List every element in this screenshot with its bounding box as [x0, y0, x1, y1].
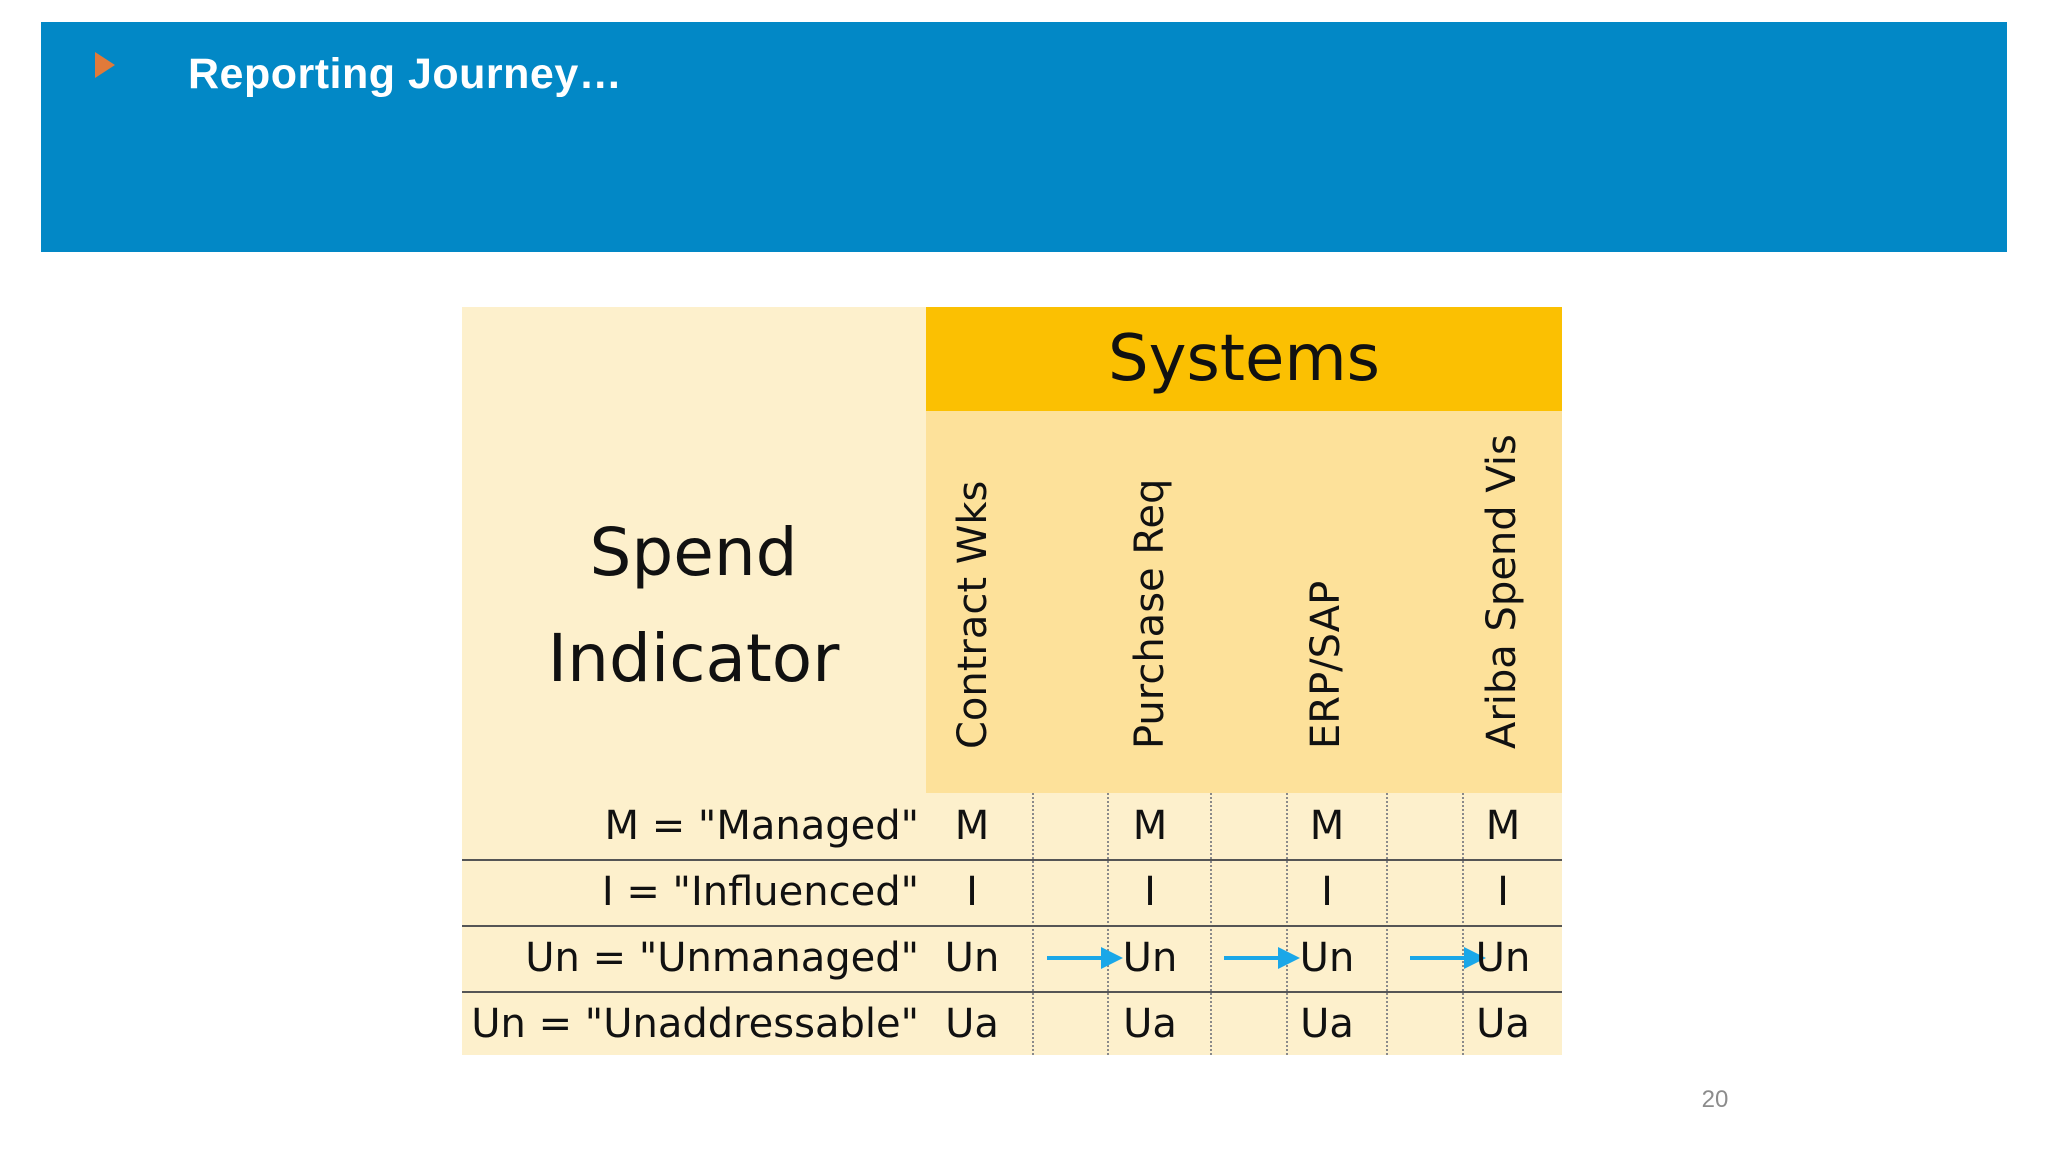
indicator-title-line2: Indicator — [547, 620, 840, 697]
spend-title-line1: Spend — [589, 514, 798, 591]
spend-indicator-title: Spend Indicator — [462, 500, 925, 712]
cell-ariba-spend-vis: Un — [1475, 935, 1531, 981]
systems-header: Systems — [926, 307, 1562, 411]
column-header-label: Contract Wks — [950, 480, 996, 749]
cell-ariba-spend-vis: Ua — [1476, 1001, 1530, 1047]
row-label: Un = "Unmanaged" — [525, 935, 919, 981]
cell-ariba-spend-vis: I — [1497, 869, 1509, 915]
cell-purchase-req: M — [1132, 803, 1168, 849]
column-header-ariba-spend-vis: Ariba Spend Vis — [1472, 411, 1532, 793]
row-separator — [462, 991, 1562, 993]
right-arrow-icon — [1410, 947, 1486, 969]
cell-contract-wks: Ua — [945, 1001, 999, 1047]
cell-purchase-req: Un — [1122, 935, 1178, 981]
spend-indicator-table: Spend Indicator Systems Contract Wks Pur… — [462, 307, 1562, 1055]
cell-purchase-req: I — [1144, 869, 1156, 915]
cell-erp-sap: Ua — [1300, 1001, 1354, 1047]
cell-erp-sap: Un — [1299, 935, 1355, 981]
column-divider — [1107, 793, 1109, 1055]
table-row-unaddressable: Un = "Unaddressable" Ua Ua Ua Ua — [462, 991, 1562, 1057]
row-separator — [462, 859, 1562, 861]
slide-title: Reporting Journey… — [188, 50, 623, 98]
systems-columns-band — [926, 411, 1562, 793]
column-header-purchase-req: Purchase Req — [1120, 411, 1180, 793]
cell-purchase-req: Ua — [1123, 1001, 1177, 1047]
right-arrow-icon — [1047, 947, 1123, 969]
row-separator — [462, 925, 1562, 927]
bullet-triangle-icon — [95, 52, 115, 78]
row-label: Un = "Unaddressable" — [471, 1001, 919, 1047]
cell-erp-sap: M — [1309, 803, 1345, 849]
right-arrow-icon — [1224, 947, 1300, 969]
column-divider — [1032, 793, 1034, 1055]
table-row-managed: M = "Managed" M M M M — [462, 793, 1562, 859]
cell-ariba-spend-vis: M — [1485, 803, 1521, 849]
slide-header — [41, 22, 2007, 252]
table-row-influenced: I = "Influenced" I I I I — [462, 859, 1562, 925]
column-header-erp-sap: ERP/SAP — [1296, 411, 1356, 793]
column-header-label: Ariba Spend Vis — [1479, 434, 1525, 749]
column-header-label: ERP/SAP — [1303, 580, 1349, 749]
cell-erp-sap: I — [1321, 869, 1333, 915]
table-row-unmanaged: Un = "Unmanaged" Un Un Un Un — [462, 925, 1562, 991]
column-divider — [1386, 793, 1388, 1055]
page-number: 20 — [1701, 1086, 1729, 1113]
cell-contract-wks: M — [954, 803, 990, 849]
row-label: M = "Managed" — [604, 803, 919, 849]
cell-contract-wks: I — [966, 869, 978, 915]
column-header-contract-wks: Contract Wks — [943, 411, 1003, 793]
column-header-label: Purchase Req — [1127, 478, 1173, 749]
column-divider — [1462, 793, 1464, 1055]
systems-label: Systems — [1108, 322, 1380, 396]
column-divider — [1210, 793, 1212, 1055]
column-divider — [1286, 793, 1288, 1055]
row-label: I = "Influenced" — [601, 869, 919, 915]
cell-contract-wks: Un — [944, 935, 1000, 981]
